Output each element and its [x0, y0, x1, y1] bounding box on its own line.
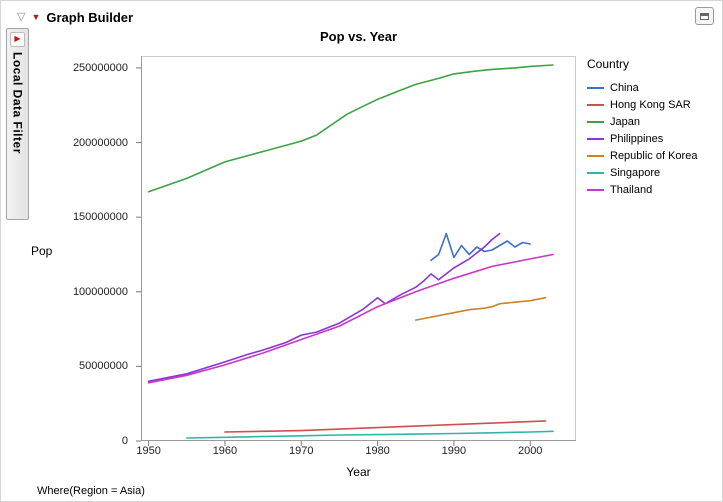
legend-item-japan[interactable]: Japan: [587, 113, 697, 130]
legend-line-swatch: [587, 120, 604, 123]
x-axis[interactable]: 1950 1960 1970 1980 1990 2000: [136, 445, 576, 459]
where-clause: Where(Region = Asia): [37, 485, 145, 497]
local-data-filter-panel[interactable]: ▶ Local Data Filter: [6, 28, 29, 220]
legend-items: China Hong Kong SAR Japan Philippines Republ…: [587, 79, 697, 198]
legend: Country China Hong Kong SAR Japan Philippin…: [587, 57, 697, 198]
series-line-thailand[interactable]: [147, 253, 554, 384]
legend-label: Thailand: [610, 183, 653, 196]
legend-line-swatch: [587, 137, 604, 140]
x-axis-tick-label: 1990: [441, 445, 467, 457]
legend-label: Republic of Korea: [610, 149, 698, 162]
legend-title: Country: [587, 57, 630, 71]
legend-line-swatch: [587, 154, 604, 157]
y-axis-tick-label: 250000000: [72, 61, 128, 74]
filter-red-triangle-icon[interactable]: ▶: [10, 32, 25, 47]
x-axis-label[interactable]: Year: [346, 465, 371, 479]
y-axis-tick-label: 50000000: [79, 360, 128, 373]
report-header: ▽ ▼ Graph Builder: [17, 8, 133, 26]
legend-item-hong-kong-sar[interactable]: Hong Kong SAR: [587, 96, 697, 113]
plot-area[interactable]: [136, 56, 576, 446]
x-axis-tick-label: 1970: [289, 445, 314, 457]
legend-item-thailand[interactable]: Thailand: [587, 181, 697, 198]
y-axis-tick-label: 0: [121, 435, 128, 447]
x-axis-tick-label: 1960: [212, 445, 238, 457]
legend-item-singapore[interactable]: Singapore: [587, 164, 697, 181]
chart-title: Pop vs. Year: [319, 29, 398, 44]
y-axis-label[interactable]: Pop: [31, 244, 53, 258]
legend-line-swatch: [587, 171, 604, 174]
series-line-singapore[interactable]: [185, 430, 554, 439]
legend-label: Philippines: [610, 132, 664, 145]
x-axis-tick-label: 1950: [136, 445, 161, 457]
legend-line-swatch: [587, 103, 604, 106]
series-line-philippines[interactable]: [147, 232, 501, 383]
window-menu-button[interactable]: [695, 7, 714, 25]
series-line-japan[interactable]: [147, 64, 554, 193]
legend-label: Singapore: [610, 166, 661, 179]
window-menu-icon: [700, 12, 709, 20]
series-line-hong-kong-sar[interactable]: [224, 420, 547, 433]
legend-label: China: [610, 81, 639, 94]
legend-item-china[interactable]: China: [587, 79, 697, 96]
disclosure-triangle-icon[interactable]: ▽: [17, 10, 26, 23]
legend-item-republic-of-korea[interactable]: Republic of Korea: [587, 147, 697, 164]
legend-label: Hong Kong SAR: [610, 98, 691, 111]
legend-item-philippines[interactable]: Philippines: [587, 130, 697, 147]
x-axis-tick-label: 2000: [517, 445, 543, 457]
report-title: Graph Builder: [46, 9, 134, 25]
local-data-filter-label: Local Data Filter: [10, 52, 25, 154]
series-line-republic-of-korea[interactable]: [414, 296, 547, 321]
red-triangle-menu-icon[interactable]: ▼: [31, 11, 41, 22]
y-axis-tick-label: 200000000: [72, 136, 128, 149]
legend-line-swatch: [587, 188, 604, 191]
legend-label: Japan: [610, 115, 640, 128]
y-axis[interactable]: 0 50000000 100000000 150000000 200000000 2500…: [47, 56, 135, 447]
y-axis-tick-label: 100000000: [72, 285, 128, 298]
x-axis-tick-label: 1980: [365, 445, 390, 457]
y-axis-tick-label: 150000000: [72, 211, 128, 224]
legend-line-swatch: [587, 86, 604, 89]
